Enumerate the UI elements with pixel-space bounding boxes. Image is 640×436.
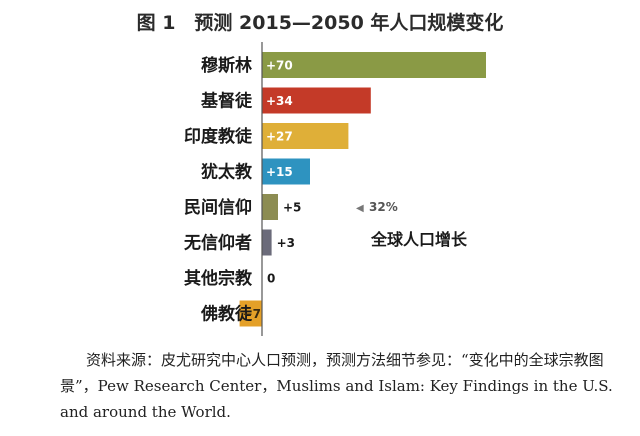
value-label: +3 bbox=[277, 236, 295, 250]
value-label: +27 bbox=[266, 130, 293, 144]
category-label: 犹太教 bbox=[201, 162, 253, 183]
bar bbox=[262, 52, 486, 78]
bar bbox=[262, 123, 349, 149]
value-label: +5 bbox=[283, 201, 301, 215]
value-label: +34 bbox=[266, 94, 293, 108]
annotation-label: 全球人口增长 bbox=[370, 230, 468, 249]
bar bbox=[262, 87, 371, 114]
value-label: +15 bbox=[266, 165, 293, 179]
category-label: 佛教徒 bbox=[200, 304, 253, 325]
source-note: 资料来源：皮尤研究中心人口预测，预测方法细节参见：“变化中的全球宗教图景”，Pe… bbox=[60, 351, 613, 421]
category-label: 无信仰者 bbox=[183, 233, 252, 254]
category-label: 印度教徒 bbox=[184, 126, 253, 147]
bar bbox=[262, 194, 278, 220]
category-label: 基督徒 bbox=[200, 91, 253, 112]
category-label: 民间信仰 bbox=[184, 197, 252, 218]
bar bbox=[262, 229, 272, 256]
bar bbox=[239, 300, 262, 327]
annotation-marker: ◀ bbox=[356, 203, 364, 214]
category-label: 其他宗教 bbox=[184, 268, 253, 289]
bar bbox=[262, 158, 310, 185]
bars-layer bbox=[239, 52, 486, 327]
figure-title: 图 1 预测 2015—2050 年人口规模变化 bbox=[136, 12, 504, 34]
value-label: +70 bbox=[266, 59, 293, 73]
value-label: −7 bbox=[243, 307, 261, 321]
category-label: 穆斯林 bbox=[201, 55, 252, 76]
annotation-percent: 32% bbox=[369, 200, 398, 214]
labels-layer: 穆斯林 +70 基督徒 +34 印度教徒 +27 犹太教 +15 民间信仰 +5 无信仰者 +3 其他宗… bbox=[183, 55, 301, 325]
bar-chart: 穆斯林 +70 基督徒 +34 印度教徒 +27 犹太教 +15 民间信仰 +5 无信仰者 +3 其他宗… bbox=[183, 42, 486, 336]
value-label: 0 bbox=[267, 272, 275, 286]
